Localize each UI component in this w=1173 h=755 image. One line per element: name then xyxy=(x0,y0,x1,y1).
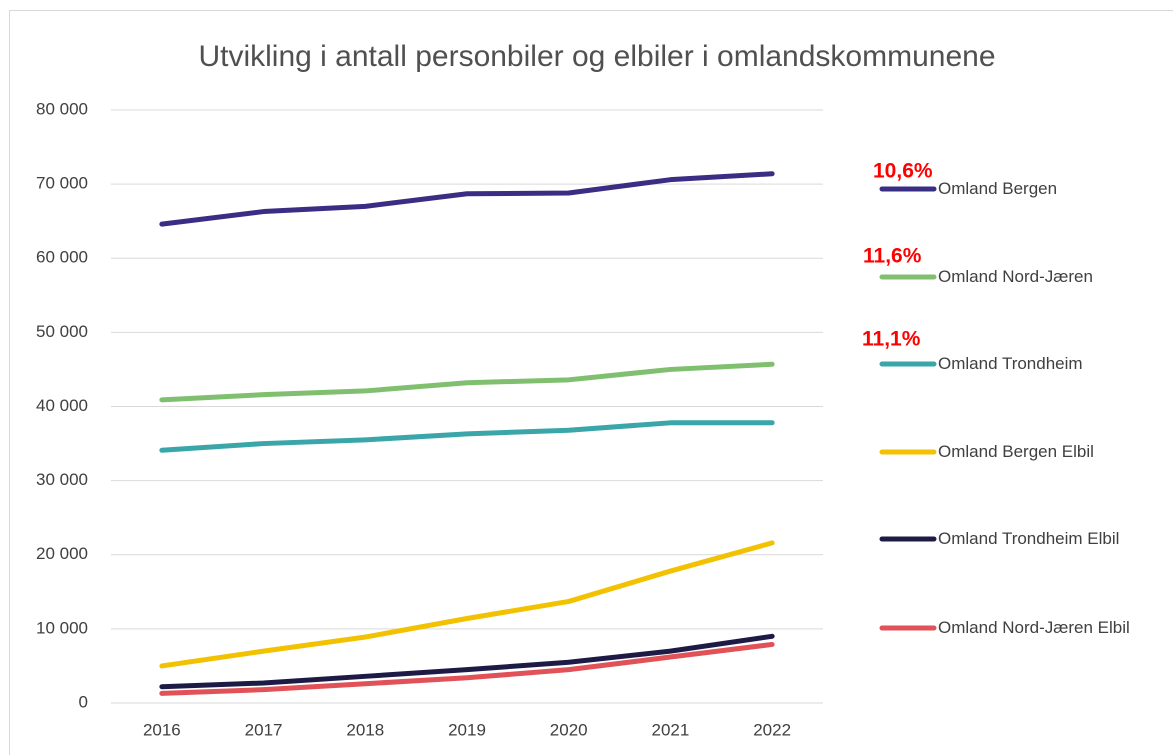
x-tick-label: 2021 xyxy=(652,720,690,739)
legend-label: Omland Bergen Elbil xyxy=(938,442,1094,461)
x-tick-label: 2016 xyxy=(143,720,181,739)
x-tick-label: 2019 xyxy=(448,720,486,739)
y-tick-label: 40 000 xyxy=(36,396,88,415)
series-line xyxy=(159,633,775,690)
x-tick-label: 2018 xyxy=(346,720,384,739)
legend-label: Omland Trondheim Elbil xyxy=(938,529,1120,548)
annotation: 11,1% xyxy=(862,328,921,351)
y-tick-label: 0 xyxy=(79,692,88,711)
annotation: 10,6% xyxy=(873,160,933,183)
y-tick-label: 80 000 xyxy=(36,99,88,118)
series-line xyxy=(159,641,775,696)
series-line xyxy=(159,361,775,403)
legend-label: Omland Bergen xyxy=(938,179,1058,198)
y-tick-label: 60 000 xyxy=(36,248,88,267)
x-tick-label: 2017 xyxy=(245,720,283,739)
series-line xyxy=(159,171,775,227)
y-tick-label: 70 000 xyxy=(36,174,88,193)
x-tick-label: 2022 xyxy=(753,720,791,739)
y-tick-label: 10 000 xyxy=(36,618,88,637)
y-tick-label: 50 000 xyxy=(36,322,88,341)
series-line xyxy=(159,420,775,453)
legend-label: Omland Nord-Jæren Elbil xyxy=(938,618,1130,637)
y-tick-label: 20 000 xyxy=(36,544,88,563)
legend-label: Omland Nord-Jæren xyxy=(938,267,1093,286)
chart-title: Utvikling i antall personbiler og elbile… xyxy=(198,40,995,73)
annotation: 11,6% xyxy=(863,245,922,268)
chart-border xyxy=(9,10,1173,755)
legend-label: Omland Trondheim xyxy=(938,354,1083,373)
y-tick-label: 30 000 xyxy=(36,470,88,489)
series-line xyxy=(159,540,775,669)
x-tick-label: 2020 xyxy=(550,720,588,739)
